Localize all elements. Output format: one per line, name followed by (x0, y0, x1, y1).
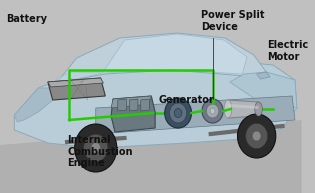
Polygon shape (111, 96, 151, 108)
Polygon shape (53, 33, 266, 88)
Ellipse shape (238, 114, 276, 158)
Ellipse shape (169, 103, 187, 123)
Text: Battery: Battery (6, 14, 47, 24)
Ellipse shape (174, 108, 182, 118)
Polygon shape (96, 96, 295, 134)
Ellipse shape (224, 100, 232, 118)
Ellipse shape (252, 131, 261, 141)
Polygon shape (48, 78, 103, 87)
Polygon shape (230, 72, 297, 108)
Polygon shape (14, 60, 297, 148)
Text: Power Split
Device: Power Split Device (201, 10, 265, 32)
Ellipse shape (255, 102, 262, 116)
Polygon shape (141, 99, 149, 111)
Ellipse shape (75, 124, 117, 172)
Polygon shape (111, 96, 155, 132)
Polygon shape (228, 100, 259, 118)
Polygon shape (257, 72, 270, 79)
Polygon shape (102, 34, 247, 74)
Polygon shape (228, 104, 259, 109)
Polygon shape (54, 72, 102, 88)
Polygon shape (129, 99, 138, 111)
Text: Internal
Combustion
Engine: Internal Combustion Engine (67, 135, 133, 168)
Ellipse shape (246, 123, 268, 149)
Ellipse shape (210, 108, 215, 114)
Polygon shape (0, 120, 302, 193)
Ellipse shape (202, 99, 223, 123)
Text: Generator: Generator (158, 95, 214, 105)
Ellipse shape (165, 98, 192, 128)
Text: Electric
Motor: Electric Motor (267, 40, 308, 62)
Polygon shape (48, 78, 105, 100)
Polygon shape (118, 99, 126, 111)
Ellipse shape (91, 143, 100, 153)
Ellipse shape (206, 104, 219, 118)
Ellipse shape (84, 134, 108, 162)
Polygon shape (14, 88, 53, 122)
